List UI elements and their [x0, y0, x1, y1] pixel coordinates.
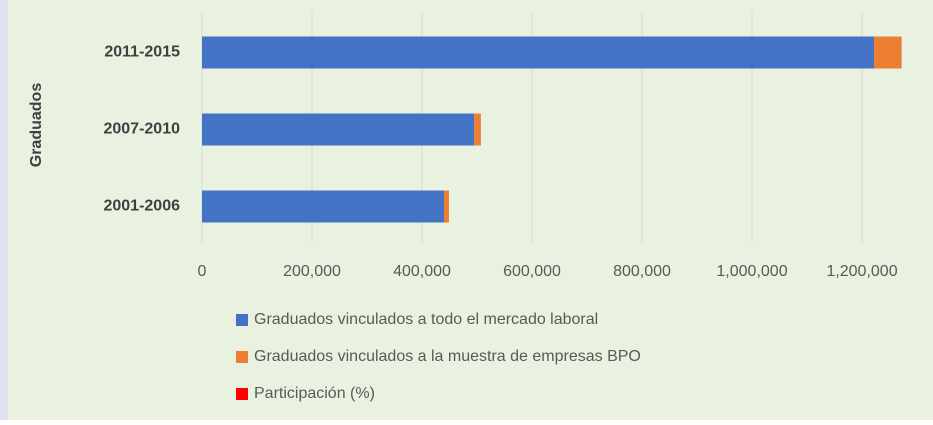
legend-swatch	[236, 314, 248, 326]
x-tick-label: 800,000	[613, 263, 671, 280]
bar	[202, 113, 475, 146]
x-tick-label: 0	[198, 263, 207, 280]
x-tick-label: 1,000,000	[716, 263, 787, 280]
y-axis-label: Graduados	[28, 83, 45, 168]
x-tick-label: 600,000	[503, 263, 561, 280]
legend-label: Graduados vinculados a todo el mercado l…	[254, 311, 598, 328]
legend-swatch	[236, 388, 248, 400]
left-strip	[0, 0, 8, 420]
x-tick-label: 1,200,000	[826, 263, 897, 280]
y-tick-label: 2001-2006	[103, 198, 180, 215]
bar	[202, 190, 444, 223]
y-tick-label: 2007-2010	[103, 121, 180, 138]
y-tick-label: 2011-2015	[104, 44, 180, 61]
x-tick-label: 200,000	[283, 263, 341, 280]
legend-swatch	[236, 351, 248, 363]
bar	[474, 113, 481, 146]
x-tick-label: 400,000	[393, 263, 451, 280]
legend-label: Participación (%)	[254, 385, 375, 402]
bar	[202, 36, 875, 69]
legend-label: Graduados vinculados a la muestra de emp…	[254, 348, 641, 365]
bar	[444, 190, 449, 223]
bar	[874, 36, 902, 69]
